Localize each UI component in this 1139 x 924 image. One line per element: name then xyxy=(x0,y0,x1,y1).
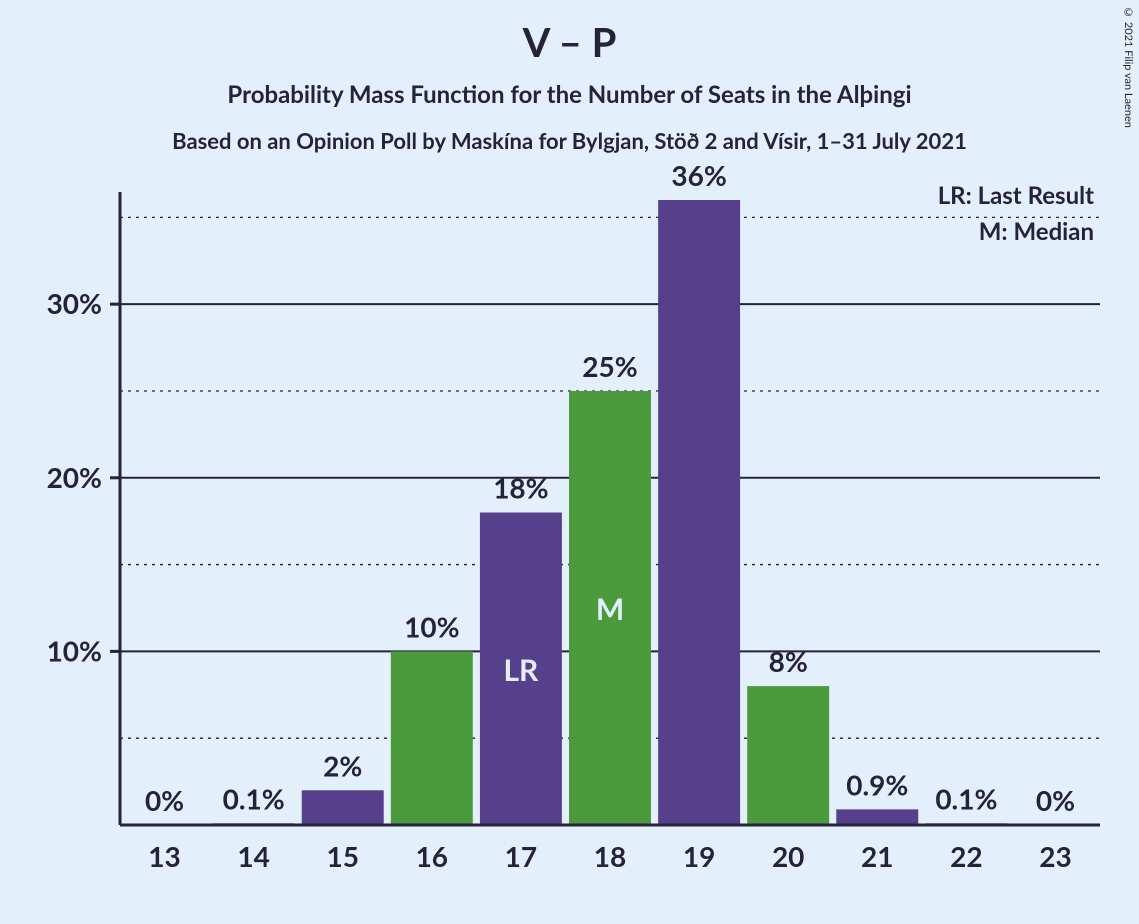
x-tick-label: 14 xyxy=(237,839,269,873)
x-tick-label: 16 xyxy=(416,839,448,873)
x-tick-label: 13 xyxy=(148,839,180,873)
x-tick-label: 20 xyxy=(772,839,804,873)
y-tick-label: 10% xyxy=(47,633,102,667)
x-tick-label: 22 xyxy=(950,839,982,873)
bar xyxy=(391,651,473,825)
bar xyxy=(836,809,918,825)
bar-annotation: LR xyxy=(503,652,539,688)
bar-value-label: 0% xyxy=(1036,783,1075,817)
bar-value-label: 18% xyxy=(493,471,548,505)
bar-value-label: 0.9% xyxy=(846,767,908,801)
x-tick-label: 18 xyxy=(594,839,626,873)
pmf-bar-chart: 10% 20% 30% 0% 13 0.1% 14 2% 15 10% 16 18% LR 17 25% M 1… xyxy=(0,0,1139,924)
bar-value-label: 36% xyxy=(671,158,726,192)
x-tick-label: 21 xyxy=(861,839,893,873)
bar-value-label: 10% xyxy=(404,609,459,643)
x-tick-label: 19 xyxy=(683,839,715,873)
bar-annotation: M xyxy=(596,591,624,627)
legend-m: M: Median xyxy=(979,217,1094,246)
y-tick-label: 20% xyxy=(47,460,102,494)
x-tick-label: 15 xyxy=(326,839,358,873)
bar-value-label: 0.1% xyxy=(223,781,285,815)
bar-value-label: 0% xyxy=(145,783,184,817)
legend-lr: LR: Last Result xyxy=(938,181,1094,210)
x-tick-label: 17 xyxy=(505,839,537,873)
bar-value-label: 2% xyxy=(323,748,362,782)
bar-value-label: 0.1% xyxy=(935,781,997,815)
bar xyxy=(302,790,384,825)
bar xyxy=(658,200,740,825)
bar-value-label: 25% xyxy=(582,349,637,383)
y-tick-label: 30% xyxy=(47,286,102,320)
bar-value-label: 8% xyxy=(769,644,808,678)
x-tick-label: 23 xyxy=(1039,839,1071,873)
bar xyxy=(747,686,829,825)
